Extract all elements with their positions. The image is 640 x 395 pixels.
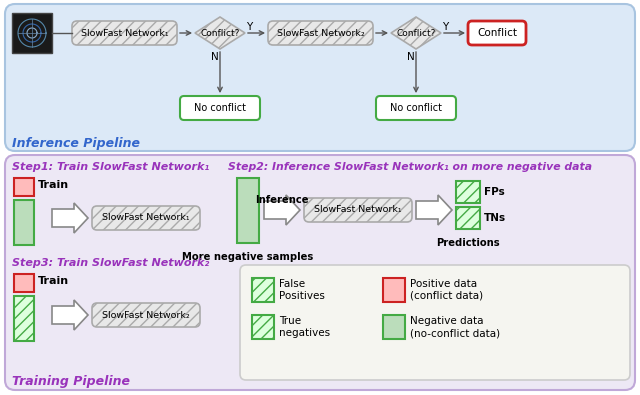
Text: No conflict: No conflict (390, 103, 442, 113)
Polygon shape (52, 300, 88, 330)
FancyBboxPatch shape (240, 265, 630, 380)
Text: SlowFast Network₁: SlowFast Network₁ (314, 205, 402, 214)
Text: False: False (279, 279, 305, 289)
Text: Negative data: Negative data (410, 316, 483, 326)
FancyBboxPatch shape (304, 198, 412, 222)
Text: Training Pipeline: Training Pipeline (12, 376, 130, 389)
Text: True: True (279, 316, 301, 326)
Text: Conflict?: Conflict? (396, 28, 436, 38)
Text: SlowFast Network₂: SlowFast Network₂ (276, 28, 364, 38)
FancyBboxPatch shape (468, 21, 526, 45)
Text: SlowFast Network₁: SlowFast Network₁ (81, 28, 168, 38)
Text: (no-conflict data): (no-conflict data) (410, 328, 500, 338)
Text: Positives: Positives (279, 291, 325, 301)
FancyBboxPatch shape (5, 4, 635, 151)
Bar (12, 13, 52, 53)
Bar (252, 278, 274, 302)
FancyBboxPatch shape (376, 96, 456, 120)
FancyBboxPatch shape (92, 206, 200, 230)
FancyBboxPatch shape (268, 21, 373, 45)
Text: SlowFast Network₂: SlowFast Network₂ (102, 310, 190, 320)
Bar (456, 181, 480, 203)
Text: (conflict data): (conflict data) (410, 291, 483, 301)
Text: TNs: TNs (484, 213, 506, 223)
Text: Conflict: Conflict (477, 28, 517, 38)
Text: No conflict: No conflict (194, 103, 246, 113)
FancyBboxPatch shape (180, 96, 260, 120)
Text: negatives: negatives (279, 328, 330, 338)
Text: Train: Train (38, 180, 69, 190)
Text: N: N (211, 52, 219, 62)
Polygon shape (416, 195, 452, 225)
Bar (14, 178, 34, 196)
Text: Step1: Train SlowFast Network₁: Step1: Train SlowFast Network₁ (12, 162, 209, 172)
Text: More negative samples: More negative samples (182, 252, 314, 262)
Text: Predictions: Predictions (436, 238, 500, 248)
Text: Train: Train (38, 276, 69, 286)
Text: Inference Pipeline: Inference Pipeline (12, 137, 140, 149)
Bar (237, 178, 259, 243)
Bar (456, 207, 480, 229)
Bar (383, 278, 405, 302)
Bar (383, 315, 405, 339)
Text: Step3: Train SlowFast Network₂: Step3: Train SlowFast Network₂ (12, 258, 209, 268)
Text: Conflict?: Conflict? (200, 28, 240, 38)
Bar (252, 315, 274, 339)
Text: Inference: Inference (255, 195, 308, 205)
FancyBboxPatch shape (72, 21, 177, 45)
FancyBboxPatch shape (5, 155, 635, 390)
Text: SlowFast Network₁: SlowFast Network₁ (102, 214, 190, 222)
Bar (14, 296, 34, 341)
Text: Positive data: Positive data (410, 279, 477, 289)
Bar (14, 274, 34, 292)
Text: Y: Y (246, 22, 252, 32)
Text: Step2: Inference SlowFast Network₁ on more negative data: Step2: Inference SlowFast Network₁ on mo… (228, 162, 592, 172)
Polygon shape (264, 195, 300, 225)
Text: N: N (407, 52, 415, 62)
Polygon shape (195, 17, 245, 49)
Text: FPs: FPs (484, 187, 505, 197)
Polygon shape (391, 17, 441, 49)
FancyBboxPatch shape (92, 303, 200, 327)
Polygon shape (52, 203, 88, 233)
Bar (14, 200, 34, 245)
Text: Y: Y (442, 22, 448, 32)
